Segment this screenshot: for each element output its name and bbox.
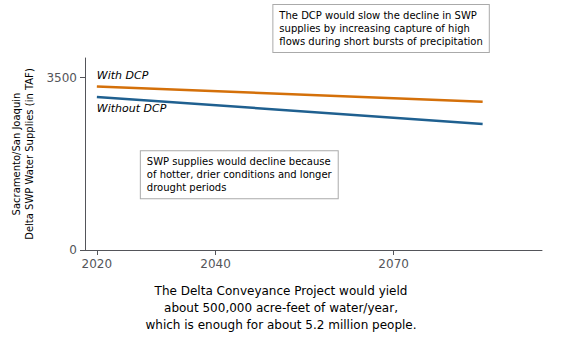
svg-text:3500: 3500 xyxy=(46,71,77,85)
svg-text:With DCP: With DCP xyxy=(97,69,149,82)
svg-text:about 500,000 acre-feet of wat: about 500,000 acre-feet of water/year, xyxy=(164,301,398,315)
svg-text:of hotter, drier conditions an: of hotter, drier conditions and longer xyxy=(147,169,333,180)
svg-text:0: 0 xyxy=(69,243,77,257)
svg-text:The DCP would slow the decline: The DCP would slow the decline in SWP xyxy=(278,10,476,21)
svg-text:flows during short bursts of p: flows during short bursts of precipitati… xyxy=(279,36,482,47)
svg-text:The Delta Conveyance Project w: The Delta Conveyance Project would yield xyxy=(154,284,408,298)
svg-text:2070: 2070 xyxy=(378,257,409,271)
svg-text:Delta SWP Water Supplies (in T: Delta SWP Water Supplies (in TAF) xyxy=(24,68,35,240)
svg-text:supplies by increasing capture: supplies by increasing capture of high xyxy=(279,23,470,34)
svg-text:Without DCP: Without DCP xyxy=(97,102,167,115)
svg-text:2020: 2020 xyxy=(82,257,113,271)
svg-text:drought periods: drought periods xyxy=(147,182,227,193)
svg-text:which is enough for about 5.2: which is enough for about 5.2 million pe… xyxy=(145,318,416,332)
svg-text:SWP supplies would decline bec: SWP supplies would decline because xyxy=(147,156,331,167)
svg-text:2040: 2040 xyxy=(200,257,231,271)
svg-text:Sacramento/San Joaquin: Sacramento/San Joaquin xyxy=(11,93,22,216)
